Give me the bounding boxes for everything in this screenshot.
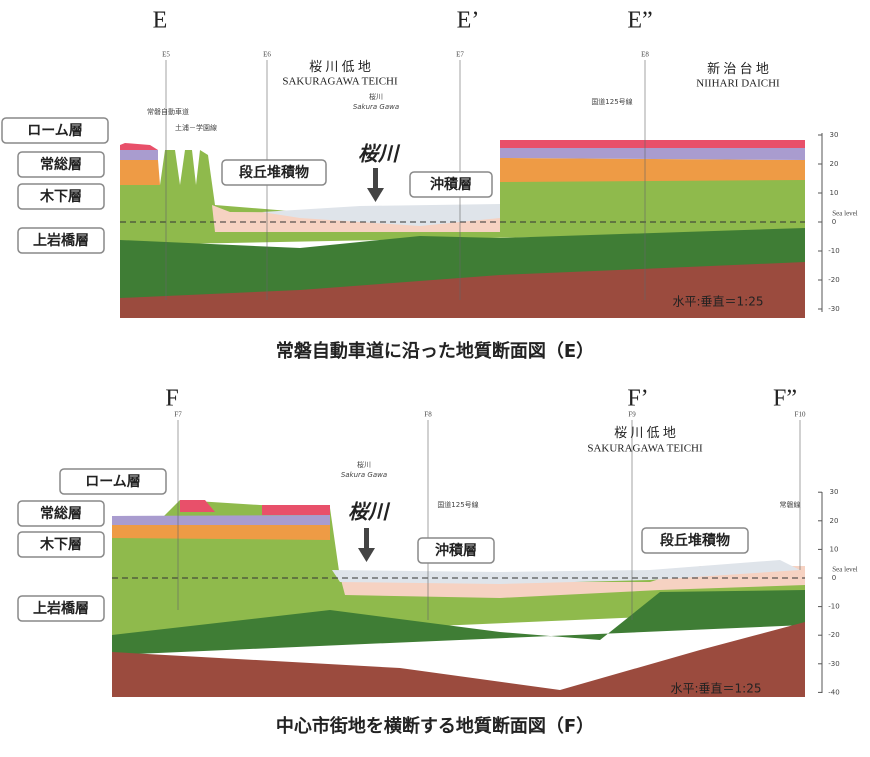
- region-label: 桜 川 低 地: [614, 425, 676, 440]
- layer-dark: [112, 590, 805, 655]
- layer-base: [120, 262, 805, 318]
- caption: 常磐自動車道に沿った地質断面図（E）: [276, 340, 594, 362]
- depth-tick-label: 20: [830, 517, 839, 525]
- layer-alluvium: [332, 560, 800, 584]
- river-label-small: 桜川: [369, 92, 383, 101]
- well-label: E5: [162, 51, 170, 59]
- well-label: F9: [628, 411, 636, 419]
- callout-label: 沖積層: [435, 542, 477, 559]
- region-label: NIIHARI DAICHI: [696, 78, 780, 90]
- river-label-small: 桜川: [357, 460, 371, 469]
- layer-kioroshi: [500, 158, 805, 182]
- river-label: 桜川: [358, 142, 401, 166]
- region-label: SAKURAGAWA TEICHI: [282, 76, 398, 88]
- depth-tick-label: -20: [828, 631, 839, 639]
- well-label: F7: [174, 411, 182, 419]
- region-label: SAKURAGAWA TEICHI: [587, 443, 703, 455]
- callout-box: [17, 183, 105, 210]
- sea-level-label: Sea level: [832, 210, 858, 218]
- section-f: [112, 420, 823, 697]
- depth-tick-label: 0: [832, 218, 836, 226]
- depth-tick-label: 30: [830, 488, 839, 496]
- depth-tick-label: 10: [830, 545, 839, 553]
- section-marker: F’: [627, 386, 648, 412]
- layer-joso: [112, 515, 330, 525]
- callout-box: [17, 531, 105, 558]
- well-label: E6: [263, 51, 271, 59]
- callout-label: 上岩橋層: [33, 600, 89, 617]
- depth-tick-label: -10: [828, 247, 839, 255]
- depth-tick-label: -40: [828, 688, 839, 696]
- depth-tick-label: 10: [830, 189, 839, 197]
- callout-box: [59, 468, 167, 495]
- road-label: 国道125号線: [591, 97, 632, 106]
- section-marker: E: [153, 8, 168, 34]
- scale-label: 水平:垂直＝1:25: [673, 295, 764, 309]
- depth-tick-label: 30: [830, 131, 839, 139]
- well-label: E7: [456, 51, 464, 59]
- depth-tick-label: 20: [830, 160, 839, 168]
- depth-tick-label: 0: [832, 574, 836, 582]
- callout-label: ローム層: [85, 474, 141, 490]
- caption: 中心市街地を横断する地質断面図（F）: [276, 715, 594, 737]
- layer-joso: [500, 148, 805, 160]
- river-label-small: Sakura Gawa: [353, 103, 399, 111]
- callout-box: [17, 151, 105, 178]
- layer-joso: [120, 150, 158, 160]
- callout-label: 上岩橋層: [33, 232, 89, 249]
- layer-kioroshi: [120, 160, 160, 185]
- road-label: 国道125号線: [437, 500, 478, 509]
- layer-loam: [262, 505, 330, 515]
- river-label-small: Sakura Gawa: [341, 471, 387, 479]
- callout-box: [17, 500, 105, 527]
- callout-label: ローム層: [27, 123, 83, 139]
- wells: [177, 420, 801, 620]
- callout-label: 木下層: [39, 536, 82, 553]
- depth-tick-label: -20: [828, 276, 839, 284]
- region-label: 新 治 台 地: [707, 61, 769, 76]
- depth-tick-label: -30: [828, 305, 839, 313]
- layer-kioroshi: [112, 525, 330, 540]
- callout-box: [17, 595, 105, 622]
- layer-base: [112, 622, 805, 697]
- section-marker: E’: [457, 8, 480, 34]
- layer-dark: [120, 228, 805, 300]
- callout-label: 常総層: [40, 156, 82, 173]
- well-label: E8: [641, 51, 649, 59]
- callout-box: [221, 159, 327, 186]
- callout-box: [417, 537, 495, 564]
- section-marker: F”: [773, 386, 797, 412]
- scale-label: 水平:垂直＝1:25: [671, 682, 762, 696]
- callout-box: [641, 527, 749, 554]
- road-label: 常磐線: [780, 500, 801, 509]
- depth-tick-label: -10: [828, 603, 839, 611]
- layer-alluvium: [262, 204, 500, 226]
- callout-label: 段丘堆積物: [660, 532, 730, 549]
- callout-box: [17, 227, 105, 254]
- section-marker: E”: [627, 8, 652, 34]
- region-label: 桜 川 低 地: [309, 59, 371, 74]
- section-e: [120, 60, 823, 318]
- callout-label: 段丘堆積物: [239, 164, 309, 181]
- callout-box: [1, 117, 109, 144]
- road-label: 常磐自動車道: [147, 107, 189, 116]
- layer-loam: [180, 500, 215, 512]
- layer-loam: [500, 140, 805, 148]
- layer-loam: [120, 143, 158, 150]
- well-label: F8: [424, 411, 432, 419]
- sea-level-label: Sea level: [832, 566, 858, 574]
- callout-label: 沖積層: [430, 176, 472, 193]
- section-marker: F: [165, 386, 178, 412]
- callout-label: 木下層: [39, 188, 82, 205]
- callout-box: [409, 171, 493, 198]
- road-label: 土浦－学園線: [175, 123, 217, 132]
- well-label: F10: [795, 411, 806, 419]
- callout-label: 常総層: [40, 505, 82, 522]
- river-arrows: [358, 168, 384, 562]
- depth-tick-label: -30: [828, 660, 839, 668]
- river-label: 桜川: [348, 500, 391, 524]
